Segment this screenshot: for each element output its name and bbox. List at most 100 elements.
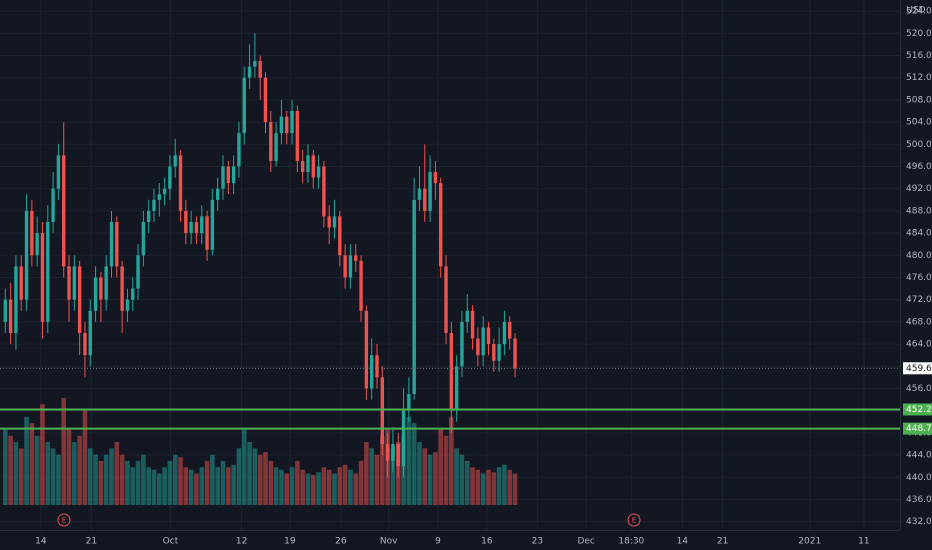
volume-bar bbox=[50, 448, 56, 505]
candle-body bbox=[24, 210, 29, 300]
candle-body bbox=[391, 443, 395, 461]
candle-body bbox=[306, 155, 310, 173]
candle-body bbox=[497, 344, 501, 361]
candle-body bbox=[476, 338, 480, 356]
candle-body bbox=[412, 199, 416, 395]
candle-body bbox=[247, 66, 252, 78]
candle-body bbox=[508, 321, 512, 339]
y-tick-label: 516.00 bbox=[906, 51, 932, 61]
earnings-label: E bbox=[632, 517, 636, 525]
candle-body bbox=[120, 266, 124, 311]
candle-body bbox=[460, 321, 464, 367]
last-price-label: 459.64 bbox=[906, 364, 932, 374]
volume-bar bbox=[188, 469, 194, 505]
volume-bar bbox=[252, 448, 258, 505]
candle-body bbox=[396, 443, 400, 467]
y-tick-label: 444.00 bbox=[906, 451, 932, 461]
candle-body bbox=[56, 155, 61, 189]
volume-bar bbox=[204, 460, 210, 505]
y-tick-label: 468.00 bbox=[906, 317, 932, 327]
y-tick-label: 504.00 bbox=[906, 118, 932, 128]
y-tick-label: 520.00 bbox=[906, 29, 932, 39]
volume-bar bbox=[427, 454, 433, 505]
level-price-box bbox=[903, 403, 932, 416]
y-tick-label: 484.00 bbox=[906, 229, 932, 239]
volume-bar bbox=[61, 398, 67, 505]
last-price-box bbox=[903, 362, 932, 375]
volume-bar bbox=[226, 467, 231, 505]
x-tick-label: 21 bbox=[86, 537, 97, 547]
volume-bar bbox=[417, 442, 422, 505]
candle-body bbox=[19, 266, 23, 300]
candle-body bbox=[428, 172, 432, 211]
y-tick-label: 480.00 bbox=[906, 251, 932, 261]
candle-body bbox=[35, 233, 39, 256]
volume-bar bbox=[231, 464, 236, 505]
candle-body bbox=[263, 77, 268, 123]
candle-body bbox=[481, 327, 485, 356]
candle-body bbox=[162, 188, 167, 195]
candle-body bbox=[131, 288, 135, 300]
volume-bar bbox=[284, 473, 290, 505]
candle-body bbox=[46, 221, 50, 322]
x-tick-label: 26 bbox=[335, 537, 347, 547]
currency-label: USD bbox=[906, 6, 925, 16]
candle-body bbox=[417, 188, 422, 200]
candle-body bbox=[279, 116, 284, 134]
candle-body bbox=[316, 166, 321, 178]
volume-bar bbox=[491, 472, 497, 505]
volume-bar bbox=[29, 423, 35, 505]
x-tick-label: Oct bbox=[163, 537, 179, 547]
candle-body bbox=[258, 61, 262, 78]
volume-bar bbox=[34, 435, 40, 505]
earnings-marker bbox=[57, 513, 71, 527]
candle-body bbox=[285, 116, 289, 134]
y-tick-label: 496.00 bbox=[906, 162, 932, 172]
volume-bar bbox=[464, 460, 470, 505]
y-tick-label: 432.00 bbox=[906, 517, 932, 527]
candle-body bbox=[465, 310, 469, 322]
volume-bar bbox=[512, 473, 518, 505]
candle-body bbox=[290, 110, 294, 134]
volume-bar bbox=[183, 467, 189, 505]
level-price-box bbox=[903, 422, 932, 435]
candle-body bbox=[407, 394, 411, 411]
candle-body bbox=[178, 155, 183, 211]
candle-body bbox=[157, 194, 161, 200]
volume-bar bbox=[13, 442, 19, 505]
volume-bar bbox=[247, 442, 252, 505]
candle-body bbox=[104, 266, 108, 300]
candle-body bbox=[269, 122, 273, 161]
volume-bar bbox=[141, 454, 146, 505]
volume-bar bbox=[433, 452, 438, 505]
volume-bar bbox=[279, 469, 284, 505]
volume-bar bbox=[56, 454, 61, 505]
volume-bar bbox=[358, 460, 364, 505]
volume-bar bbox=[135, 460, 141, 505]
candle-body bbox=[173, 155, 177, 167]
volume-bar bbox=[167, 460, 173, 505]
candle-body bbox=[200, 216, 204, 234]
volume-bar bbox=[93, 454, 98, 505]
volume-bar bbox=[40, 404, 45, 505]
volume-bar bbox=[380, 435, 385, 505]
volume-bar bbox=[199, 467, 205, 505]
candle-body bbox=[72, 266, 77, 300]
level-price-label: 452.22 bbox=[906, 405, 932, 415]
candle-body bbox=[322, 166, 326, 217]
volume-bar bbox=[162, 467, 167, 505]
candle-body bbox=[93, 277, 98, 311]
candle-body bbox=[423, 188, 427, 211]
candle-body bbox=[343, 255, 347, 278]
y-tick-label: 456.00 bbox=[906, 384, 932, 394]
volume-bar bbox=[507, 469, 513, 505]
candle-body bbox=[189, 221, 193, 234]
volume-bar bbox=[241, 429, 247, 505]
volume-bar bbox=[332, 473, 337, 505]
candle-body bbox=[221, 166, 225, 189]
volume-bar bbox=[72, 442, 77, 505]
candle-body bbox=[136, 255, 140, 289]
volume-bar bbox=[178, 457, 183, 505]
candle-body bbox=[354, 255, 358, 261]
volume-bar bbox=[263, 452, 268, 505]
